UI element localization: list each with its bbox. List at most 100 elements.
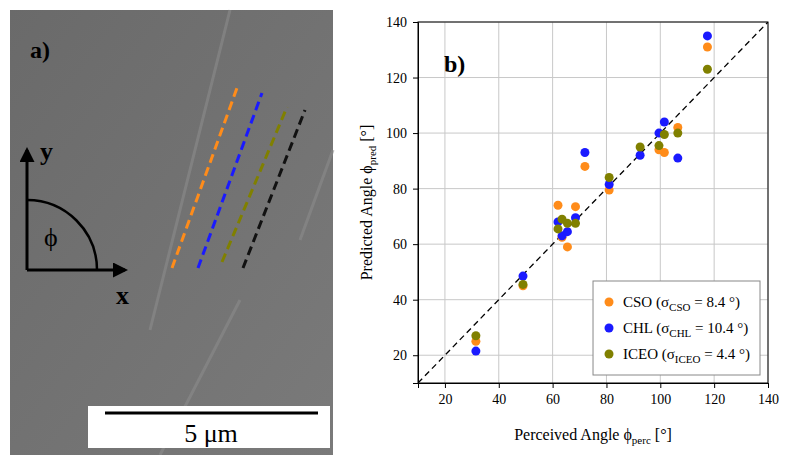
axis-line bbox=[413, 23, 419, 384]
tick-mark bbox=[413, 189, 418, 190]
tick-mark bbox=[413, 300, 418, 301]
legend-entry: CHL (σCHL = 10.4 °) bbox=[623, 320, 748, 339]
tick-label: 120 bbox=[704, 392, 725, 407]
grid-line-y bbox=[418, 77, 768, 78]
angle-arc bbox=[27, 200, 97, 270]
figure: yxϕa)5 μm2040608010012014020406080100120… bbox=[0, 0, 798, 455]
tick: 20 bbox=[393, 348, 418, 363]
tick-mark bbox=[445, 383, 446, 388]
panel-label: b) bbox=[444, 51, 465, 77]
tick-label: 120 bbox=[386, 71, 407, 86]
series bbox=[471, 31, 712, 355]
axis-line bbox=[419, 384, 769, 389]
legend-entry: ICEO (σICEO = 4.4 °) bbox=[623, 346, 750, 365]
tick: 80 bbox=[393, 182, 418, 197]
point bbox=[605, 173, 614, 182]
tick-mark bbox=[413, 133, 418, 134]
grid-line-y bbox=[418, 133, 768, 134]
scale-bar-label: 5 μm bbox=[184, 419, 238, 448]
tick-mark bbox=[553, 383, 554, 388]
tick-label: 60 bbox=[546, 392, 560, 407]
legend-subscript: ICEO bbox=[675, 353, 701, 365]
point bbox=[554, 224, 563, 233]
point bbox=[519, 272, 528, 281]
tick-label: 80 bbox=[600, 392, 614, 407]
point bbox=[563, 242, 572, 251]
tick-label: 60 bbox=[393, 237, 407, 252]
point bbox=[636, 142, 645, 151]
grid-line-y bbox=[418, 244, 768, 245]
legend-marker bbox=[605, 350, 614, 359]
point bbox=[571, 219, 580, 228]
tick-label: 80 bbox=[393, 182, 407, 197]
y-axis: 20 40 60 80 100 120 140 bbox=[386, 15, 419, 384]
tick-mark bbox=[768, 383, 769, 388]
label-part: Predicted Angle ϕ bbox=[358, 165, 376, 280]
legend-text: = bbox=[691, 320, 707, 336]
grid bbox=[418, 22, 768, 383]
legend-sigma: 8.4 bbox=[706, 294, 725, 310]
fiber-line bbox=[243, 110, 305, 268]
tick: 140 bbox=[386, 15, 418, 30]
tick: 100 bbox=[650, 383, 671, 407]
legend-text: °) bbox=[735, 346, 750, 363]
point bbox=[673, 154, 682, 163]
axis-arrow-x bbox=[27, 269, 125, 272]
label-subscript: perc bbox=[632, 434, 651, 446]
panel-label: a) bbox=[30, 37, 50, 63]
label-part: [°] bbox=[358, 125, 375, 146]
legend-text: °) bbox=[725, 294, 740, 311]
tick-mark bbox=[413, 355, 418, 356]
image-panel: yxϕa)5 μm bbox=[10, 10, 333, 455]
reference-line bbox=[418, 22, 768, 383]
tick: 40 bbox=[393, 293, 418, 308]
tick: 20 bbox=[438, 383, 452, 407]
grid-line-x bbox=[552, 22, 553, 383]
chart-panel: 20 40 60 80 100 120 140 20 40 60 80 100 120 140 b) Perc… bbox=[358, 15, 779, 446]
label-part: Perceived Angle ϕ bbox=[514, 426, 632, 444]
label-subscript: pred bbox=[366, 145, 378, 165]
tick-mark bbox=[714, 383, 715, 388]
legend-name: CSO bbox=[623, 294, 652, 310]
marks bbox=[418, 22, 768, 383]
x-axis: 20 40 60 80 100 120 140 bbox=[419, 383, 780, 407]
point bbox=[703, 31, 712, 40]
x-axis-title: Perceived Angle ϕperc [°] bbox=[514, 426, 672, 446]
legend-marker bbox=[605, 324, 614, 333]
scale-bar-box bbox=[88, 406, 330, 448]
legend-text: (σ bbox=[652, 320, 669, 337]
legend-text: = bbox=[701, 346, 717, 362]
legend-name: CHL bbox=[623, 320, 653, 336]
grid-line-x bbox=[498, 22, 499, 383]
tick-mark bbox=[413, 78, 418, 79]
legend-subscript: CHL bbox=[669, 327, 691, 339]
legend-marker bbox=[605, 298, 614, 307]
point bbox=[471, 331, 480, 340]
legend-name: ICEO bbox=[623, 346, 658, 362]
tick-label: 100 bbox=[650, 392, 671, 407]
tick: 40 bbox=[492, 383, 506, 407]
micrograph bbox=[10, 10, 333, 455]
legend-entry: CSO (σCSO = 8.4 °) bbox=[623, 294, 740, 313]
tick-label: 100 bbox=[386, 126, 407, 141]
scale-bar bbox=[105, 412, 318, 415]
tick: 140 bbox=[758, 383, 779, 407]
axis-arrow-y bbox=[26, 150, 29, 270]
legend-text: °) bbox=[734, 320, 749, 337]
point bbox=[554, 201, 563, 210]
tick-mark bbox=[606, 383, 607, 388]
fiber-line bbox=[172, 88, 237, 268]
tick: 80 bbox=[600, 383, 614, 407]
angle-label: ϕ bbox=[44, 223, 58, 252]
tick-mark bbox=[413, 244, 418, 245]
point bbox=[563, 219, 572, 228]
point bbox=[563, 227, 572, 236]
legend-sigma: 10.4 bbox=[707, 320, 734, 336]
grid-line-y bbox=[418, 188, 768, 189]
point bbox=[471, 347, 480, 356]
tick: 120 bbox=[386, 71, 418, 86]
tick-label: 20 bbox=[393, 348, 407, 363]
axis-x-label: x bbox=[116, 281, 129, 310]
legend-sigma: 4.4 bbox=[717, 346, 736, 362]
point bbox=[636, 151, 645, 160]
